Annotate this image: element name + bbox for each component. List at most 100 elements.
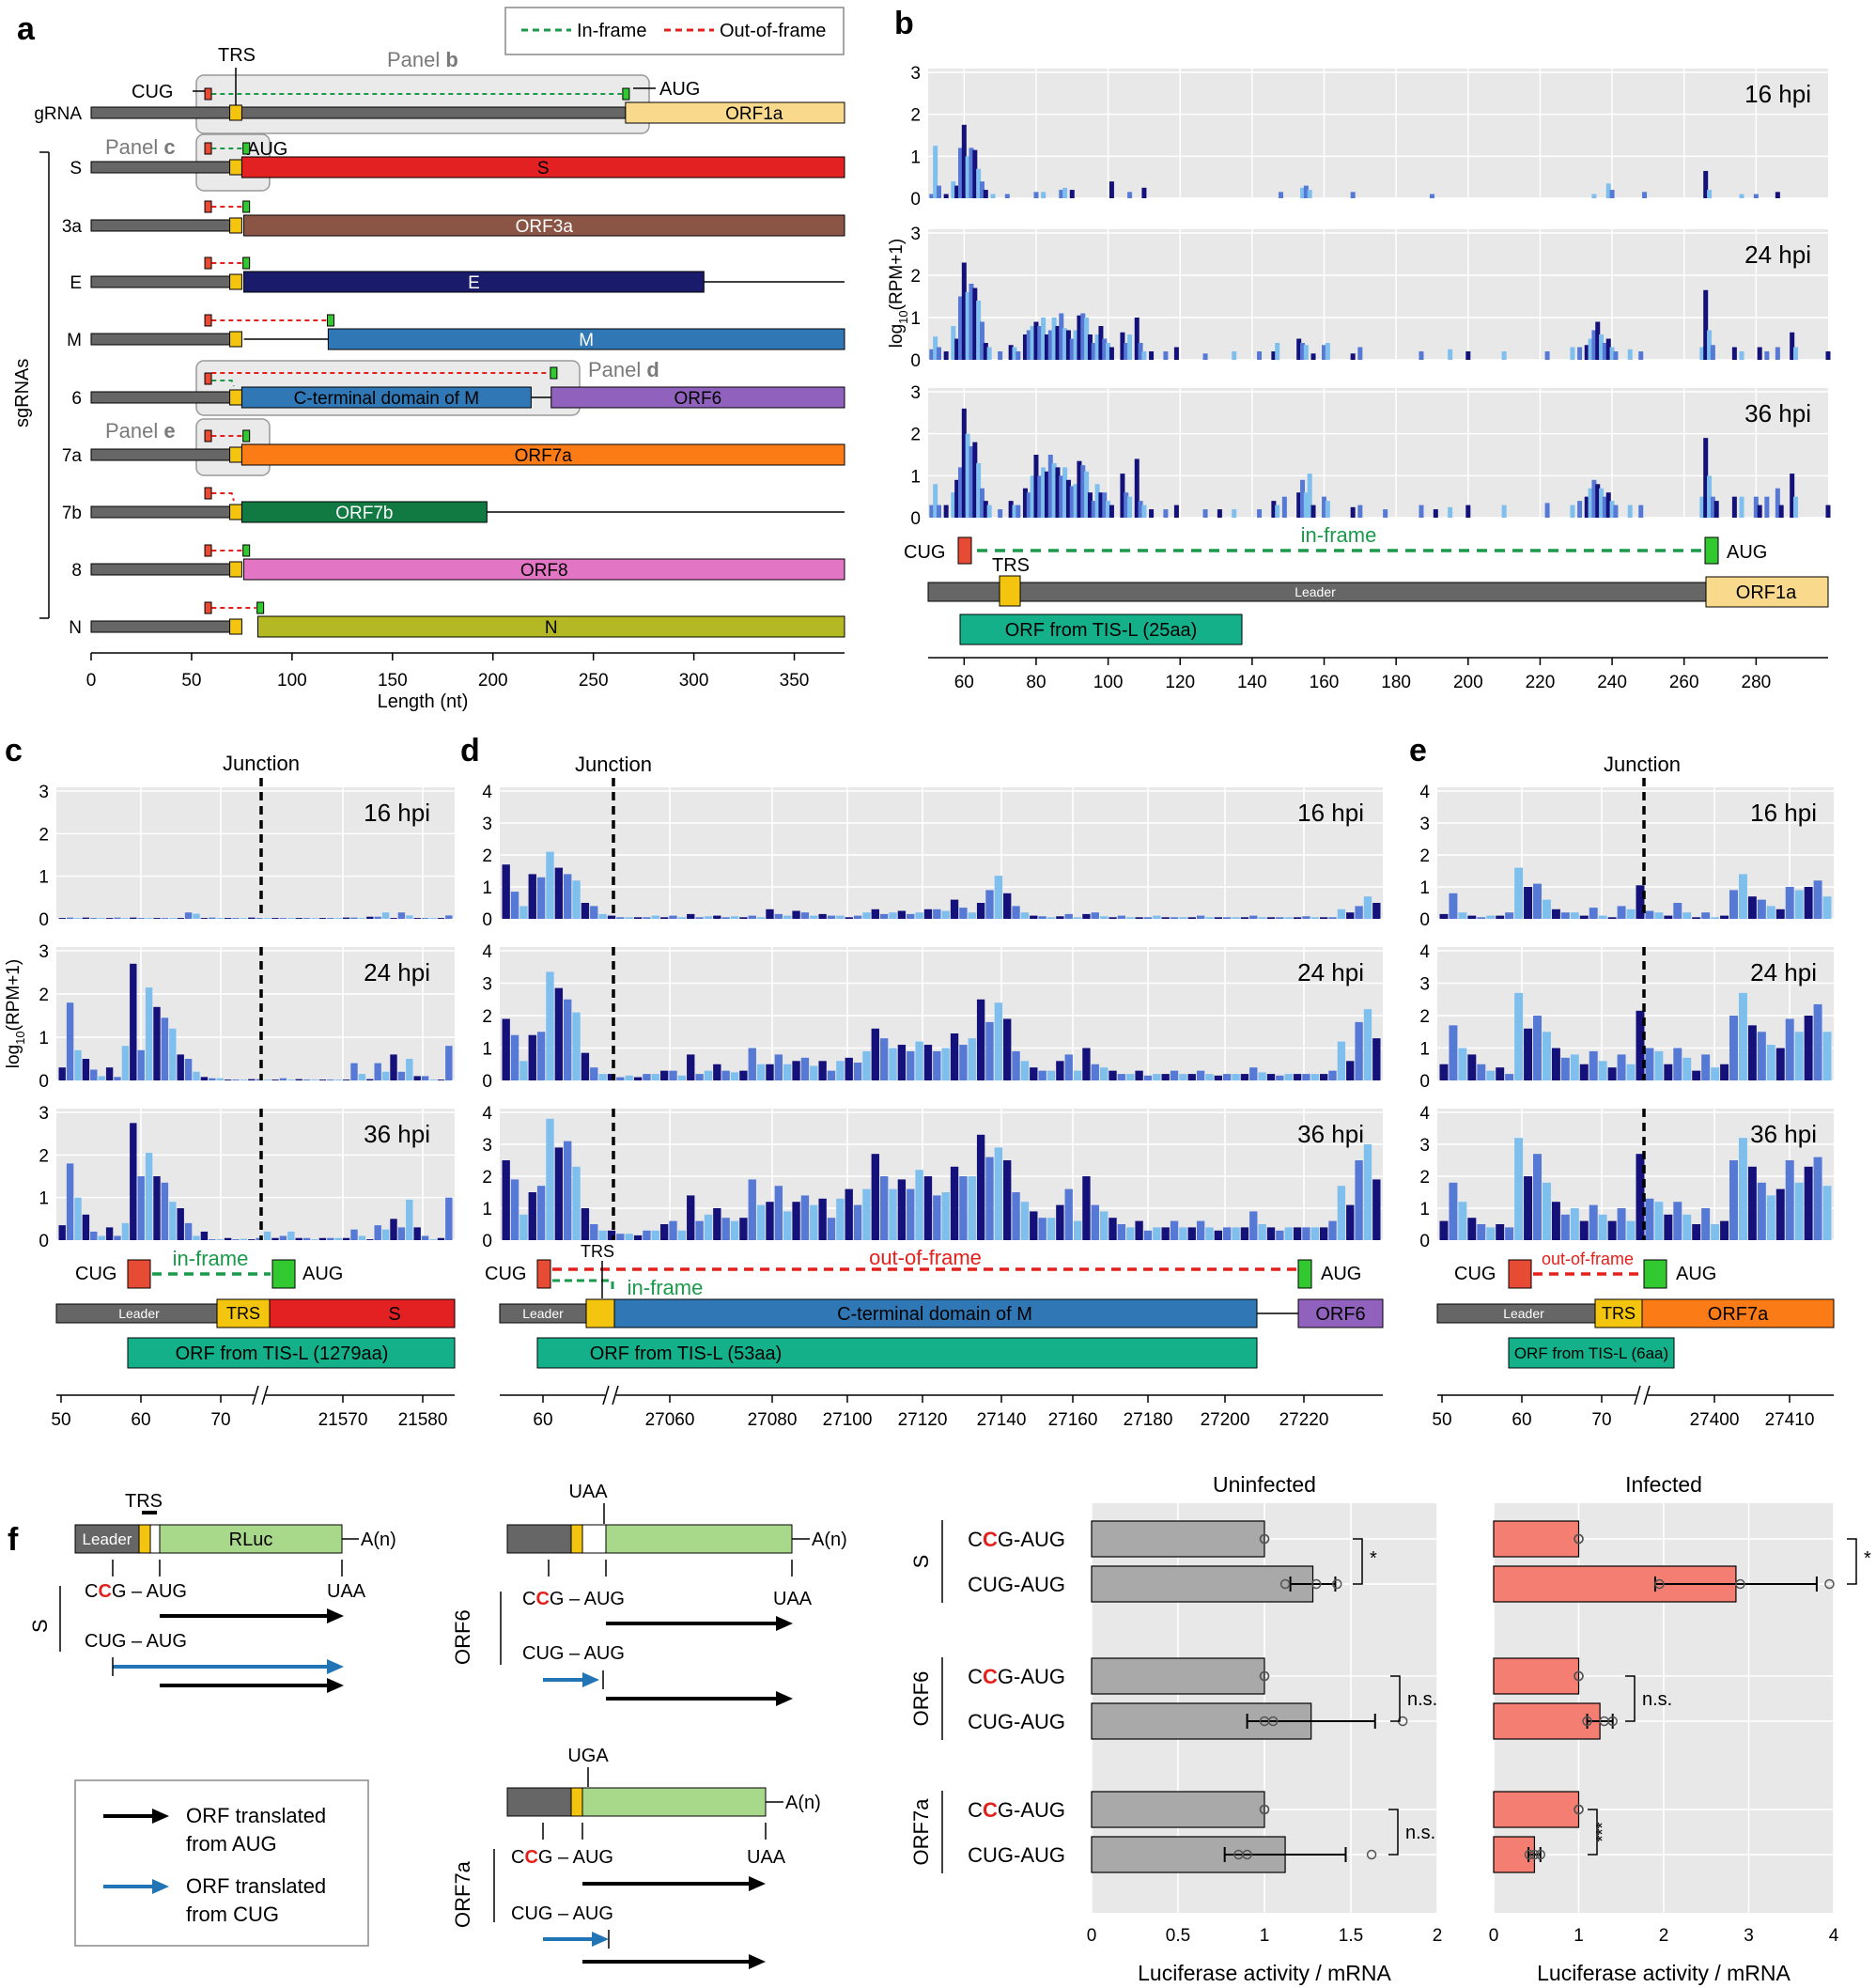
bar: [295, 1237, 302, 1240]
bar: [1080, 465, 1086, 518]
bar: [311, 1239, 318, 1240]
bar: [1059, 313, 1064, 360]
bar: [933, 336, 938, 360]
bar: [1551, 1048, 1560, 1080]
significance-bracket: [1390, 1675, 1401, 1722]
bar: [1033, 321, 1039, 360]
y-tick-label: 2: [1419, 1007, 1430, 1027]
bar: [1591, 194, 1597, 198]
bar: [1496, 915, 1505, 919]
data-point: [1735, 1578, 1745, 1590]
leader-bar: [90, 219, 240, 232]
data-point: [1529, 1849, 1540, 1860]
bar: [889, 1048, 897, 1080]
b-aug-label: AUG: [1727, 542, 1767, 563]
bar: [58, 1225, 66, 1240]
bar: [1300, 479, 1306, 518]
bar: [1223, 1227, 1232, 1240]
bar: [923, 909, 933, 919]
bar: [730, 1072, 739, 1080]
bar: [137, 1176, 145, 1240]
bar: [295, 1079, 302, 1080]
bar: [969, 148, 974, 198]
bar: [862, 1188, 871, 1240]
bar: [82, 917, 90, 919]
aug-marker: [550, 366, 558, 380]
bar: [1030, 326, 1035, 360]
bar: [1044, 334, 1049, 360]
timepoint-label: 36 hpi: [364, 1120, 430, 1148]
bar: [1257, 509, 1263, 518]
bar: [1271, 501, 1277, 518]
bar: [1284, 1227, 1293, 1240]
axis-break-gap: [1636, 1388, 1648, 1403]
bar: [200, 918, 209, 919]
trs-label: TRS: [218, 45, 256, 66]
bar: [748, 915, 756, 919]
bar: [1091, 501, 1096, 518]
bar: [1205, 917, 1214, 919]
bar: [972, 149, 978, 198]
bar: [1346, 1061, 1355, 1080]
bar: [695, 917, 704, 919]
bar: [625, 1075, 633, 1080]
bar: [1602, 343, 1607, 360]
bar: [1448, 349, 1453, 360]
bar: [783, 1211, 792, 1240]
bar: [546, 971, 554, 1080]
bar: [1051, 462, 1057, 518]
row-label-cug: CUG-AUG: [968, 1843, 1065, 1867]
x-tick-label: 300: [679, 671, 709, 691]
bar: [1293, 917, 1302, 919]
bar: [1322, 496, 1327, 518]
bar: [983, 501, 988, 518]
significance-label: ***: [1593, 1822, 1612, 1841]
bar: [1134, 458, 1140, 518]
bar: [1069, 486, 1075, 518]
bar: [1720, 915, 1729, 919]
bar: [950, 1166, 959, 1240]
bar: [800, 912, 810, 919]
bar: [374, 916, 381, 919]
bar: [959, 908, 968, 919]
x-tick-label: 220: [1526, 673, 1556, 692]
bar: [1514, 992, 1524, 1080]
bar: [256, 1079, 263, 1080]
bar: [1595, 321, 1601, 360]
bar: [1560, 1214, 1570, 1240]
bar: [871, 1028, 879, 1080]
trs-box: [229, 104, 242, 121]
gene-label-orf3a: ORF3a: [516, 217, 574, 237]
bar: [1196, 1070, 1205, 1080]
f-orf7a-cug: CUG – AUG: [511, 1903, 613, 1924]
y-tick-label: 3: [1419, 1136, 1430, 1156]
bar: [358, 918, 366, 919]
bar: [979, 488, 985, 518]
bar: [1682, 912, 1692, 919]
bar: [957, 296, 963, 360]
bar: [1467, 1054, 1477, 1080]
bar: [1091, 912, 1099, 919]
bar: [1766, 1045, 1775, 1080]
bar: [90, 1069, 98, 1080]
gene-bar-n: [257, 615, 845, 638]
row-label-ccg: CCG-AUG: [968, 1798, 1065, 1822]
bar: [1047, 917, 1056, 919]
y-tick-label: 4: [1419, 783, 1430, 802]
bar: [1296, 492, 1302, 518]
f-orf7a-uga: UGA: [567, 1746, 609, 1766]
bar: [406, 1199, 413, 1240]
significance-bracket: [1353, 1538, 1363, 1585]
bar: [406, 1059, 413, 1080]
aug-marker: [242, 142, 251, 155]
data-point: [1279, 1578, 1291, 1590]
bar: [972, 287, 978, 360]
data-point: [1574, 1670, 1584, 1682]
y-tick-label: 3: [1419, 815, 1430, 834]
bar: [1012, 1050, 1020, 1080]
bar: [248, 1239, 256, 1240]
x-axis-label: Luciferase activity / mRNA: [1537, 1961, 1791, 1985]
facet-background: [500, 1109, 1383, 1240]
bar: [302, 918, 311, 919]
bar: [1003, 893, 1012, 919]
